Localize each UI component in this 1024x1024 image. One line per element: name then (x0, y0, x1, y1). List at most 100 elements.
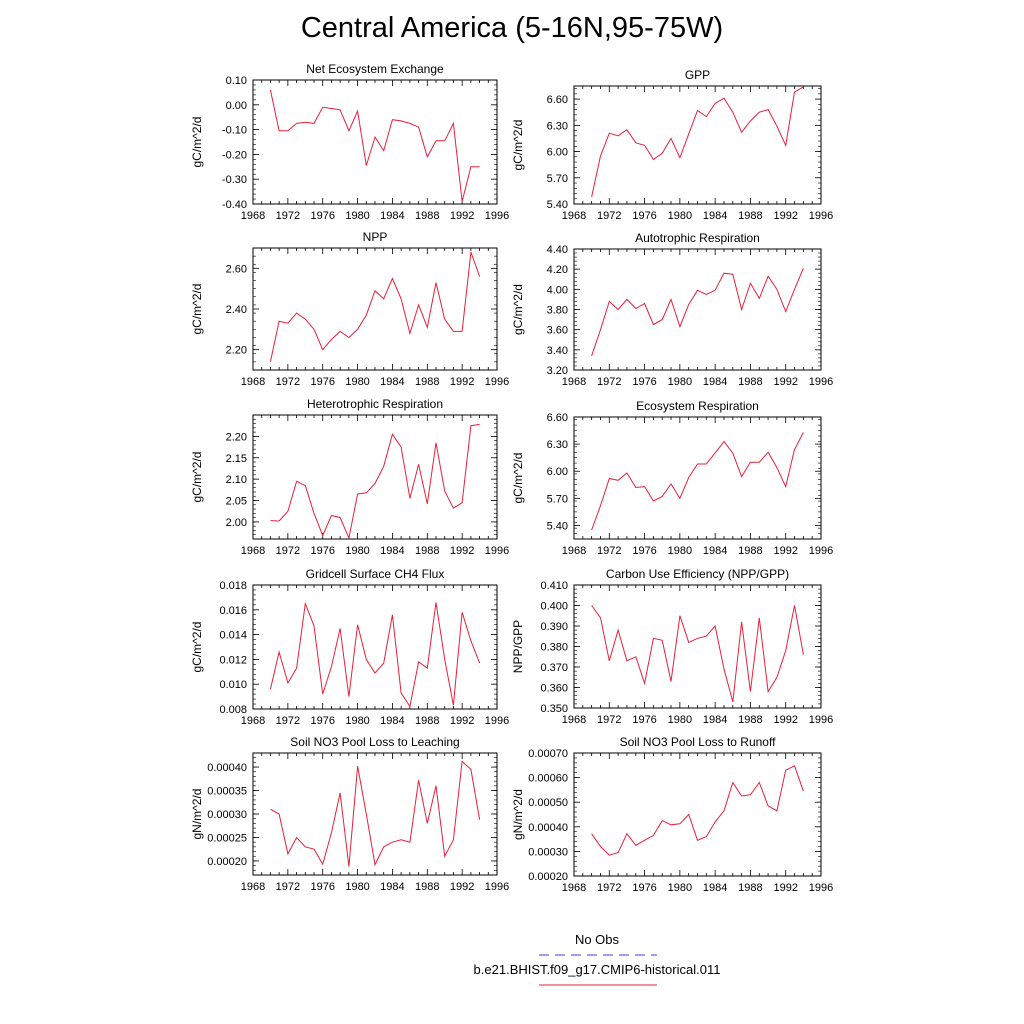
x-tick-label: 1980 (345, 376, 369, 388)
plot-frame (573, 584, 822, 709)
x-tick-label: 1980 (668, 210, 692, 222)
plot-frame (252, 584, 498, 710)
series-line (269, 89, 480, 202)
x-tick-label: 1976 (632, 376, 656, 388)
panel-title: Net Ecosystem Exchange (306, 62, 444, 76)
legend-label-case: b.e21.BHIST.f09_g17.CMIP6-historical.011 (473, 962, 721, 977)
y-axis-label: NPP/GPP (511, 620, 525, 673)
y-tick-label: 0.00050 (528, 797, 568, 809)
x-tick-label: 1992 (450, 881, 474, 893)
x-tick-label: 1988 (415, 881, 439, 893)
x-tick-label: 1988 (738, 210, 762, 222)
y-tick-label: 0.00060 (528, 773, 568, 785)
x-tick-label: 1984 (703, 376, 727, 388)
x-tick-label: 1976 (310, 376, 334, 388)
y-tick-label: -0.10 (222, 125, 247, 137)
y-tick-label: 0.00070 (528, 748, 568, 760)
x-tick-label: 1996 (485, 376, 509, 388)
x-tick-label: 1996 (809, 210, 833, 222)
x-tick-label: 1984 (703, 882, 727, 894)
y-tick-label: 5.70 (547, 173, 568, 185)
chart-panel-9: Soil NO3 Pool Loss to Runoff 1968 1972 1976… (511, 735, 833, 894)
chart-panel-7: Carbon Use Efficiency (NPP/GPP) 1968 1972 1… (511, 567, 833, 726)
x-tick-label: 1980 (668, 882, 692, 894)
x-tick-label: 1980 (345, 545, 369, 557)
x-tick-label: 1992 (450, 545, 474, 557)
x-tick-label: 1972 (276, 715, 300, 727)
x-tick-label: 1980 (668, 545, 692, 557)
y-tick-label: 0.400 (540, 601, 568, 613)
legend-line-no-obs (539, 954, 657, 956)
x-tick-label: 1996 (485, 715, 509, 727)
x-tick-label: 1976 (310, 210, 334, 222)
y-tick-label: 6.00 (547, 147, 568, 159)
plot-frame (252, 414, 498, 540)
x-tick-label: 1972 (276, 545, 300, 557)
x-tick-label: 1968 (241, 376, 265, 388)
x-tick-label: 1976 (310, 545, 334, 557)
chart-panel-8: Soil NO3 Pool Loss to Leaching 1968 1972 19… (190, 735, 509, 893)
y-tick-label: 0.00020 (528, 871, 568, 883)
y-tick-label: 2.40 (226, 304, 247, 316)
panel-title: Autotrophic Respiration (635, 231, 760, 245)
x-tick-label: 1972 (276, 881, 300, 893)
x-tick-label: 1972 (276, 210, 300, 222)
y-tick-label: 0.00040 (207, 762, 247, 774)
y-tick-label: 0.012 (219, 654, 247, 666)
x-tick-label: 1976 (632, 545, 656, 557)
y-axis-label: gC/m^2/d (511, 453, 525, 504)
x-tick-label: 1968 (562, 210, 586, 222)
x-tick-label: 1972 (597, 376, 621, 388)
panel-title: NPP (363, 230, 388, 244)
y-tick-label: 3.60 (547, 325, 568, 337)
x-tick-label: 1996 (809, 545, 833, 557)
y-tick-label: 0.010 (219, 679, 247, 691)
series-line (269, 251, 481, 363)
panel-title: Soil NO3 Pool Loss to Runoff (620, 735, 777, 749)
x-tick-label: 1984 (703, 714, 727, 726)
plot-frame (252, 247, 498, 371)
y-tick-label: 5.40 (547, 199, 568, 211)
y-tick-label: 0.00025 (207, 832, 247, 844)
x-tick-label: 1968 (562, 714, 586, 726)
x-tick-label: 1972 (597, 714, 621, 726)
x-tick-label: 1996 (809, 714, 833, 726)
y-tick-label: 3.20 (547, 365, 568, 377)
x-tick-label: 1992 (773, 882, 797, 894)
x-tick-label: 1988 (738, 376, 762, 388)
x-tick-label: 1988 (738, 882, 762, 894)
y-tick-label: 4.20 (547, 264, 568, 276)
x-tick-label: 1968 (562, 882, 586, 894)
plot-frame (573, 248, 822, 371)
y-tick-label: 3.80 (547, 305, 568, 317)
y-tick-label: -0.40 (222, 199, 247, 211)
legend-label-no-obs: No Obs (574, 932, 620, 947)
x-tick-label: 1988 (738, 545, 762, 557)
x-tick-label: 1972 (597, 210, 621, 222)
y-tick-label: -0.30 (222, 174, 247, 186)
y-tick-label: 0.00020 (207, 856, 247, 868)
y-tick-label: 4.40 (547, 244, 568, 256)
x-tick-label: 1996 (485, 210, 509, 222)
x-tick-label: 1968 (241, 210, 265, 222)
y-tick-label: 2.20 (226, 431, 247, 443)
x-tick-label: 1976 (310, 715, 334, 727)
panel-title: Carbon Use Efficiency (NPP/GPP) (606, 567, 789, 581)
x-tick-label: 1984 (380, 881, 404, 893)
x-tick-label: 1984 (703, 545, 727, 557)
x-tick-label: 1976 (310, 881, 334, 893)
y-tick-label: 0.10 (226, 75, 247, 87)
y-tick-label: 2.10 (226, 474, 247, 486)
y-tick-label: 6.30 (547, 120, 568, 132)
x-tick-label: 1976 (632, 714, 656, 726)
y-tick-label: 2.15 (226, 453, 247, 465)
y-tick-label: -0.20 (222, 149, 247, 161)
chart-panel-1: GPP 1968 1972 1976 1980 1984 1988 1992 1996 6.60 6… (511, 68, 833, 222)
y-tick-label: 0.018 (219, 580, 247, 592)
panel-title: Gridcell Surface CH4 Flux (306, 567, 445, 581)
chart-panel-0: Net Ecosystem Exchange 1968 1972 1976 1980 19… (190, 62, 509, 222)
y-axis-label: gC/m^2/d (511, 284, 525, 335)
legend-line-case (539, 984, 657, 986)
y-tick-label: 0.00035 (207, 786, 247, 798)
y-tick-label: 5.40 (547, 520, 568, 532)
